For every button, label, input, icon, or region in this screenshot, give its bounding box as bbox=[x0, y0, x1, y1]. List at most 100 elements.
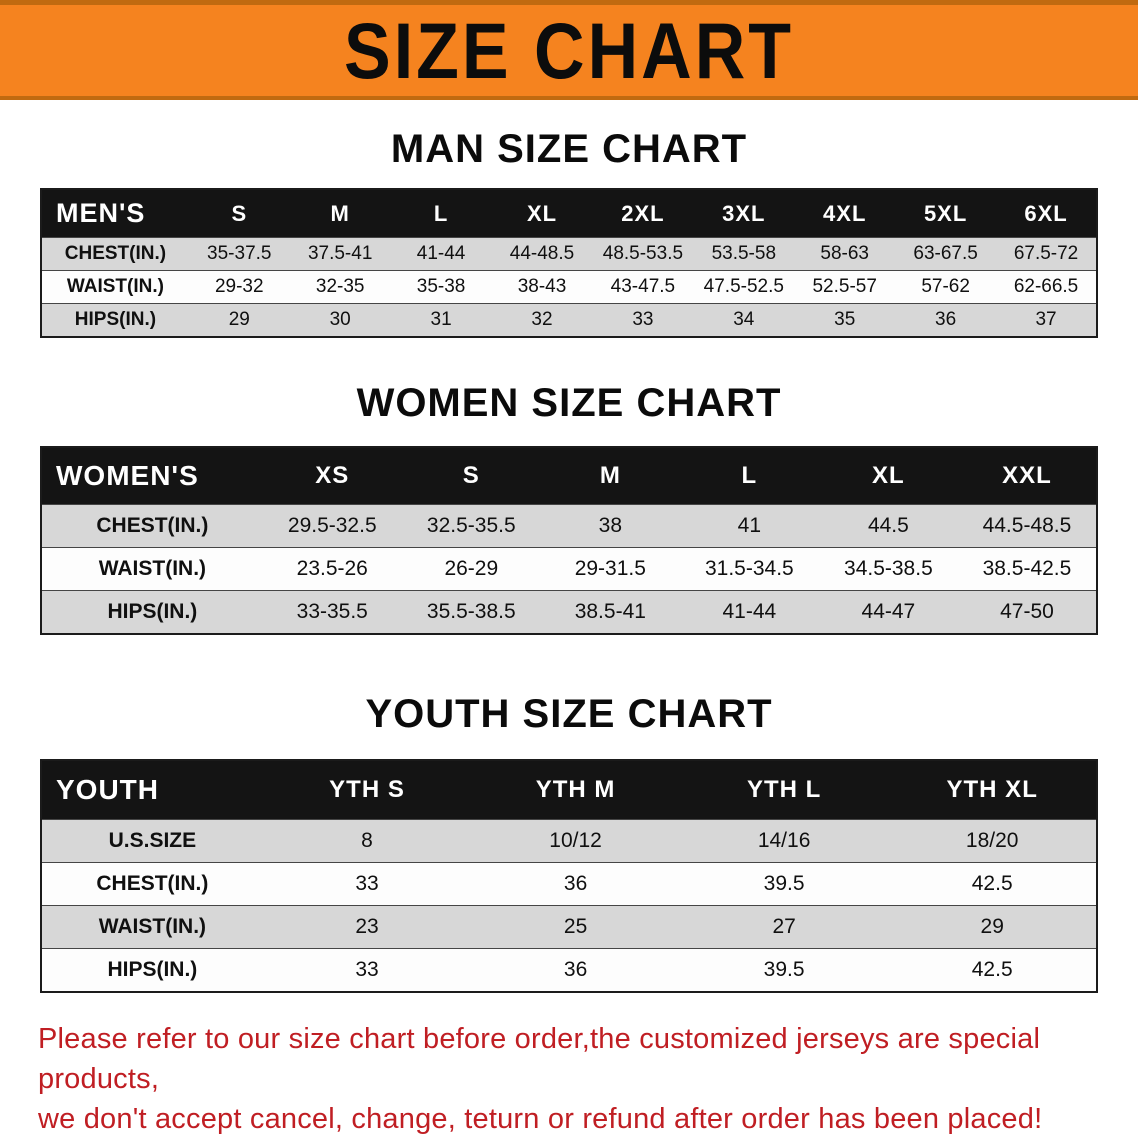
size-value-cell: 44.5-48.5 bbox=[957, 504, 1097, 548]
row-label: HIPS(IN.) bbox=[41, 948, 263, 992]
size-column-header: YTH L bbox=[679, 760, 889, 820]
size-value-cell: 42.5 bbox=[888, 862, 1097, 906]
size-column-header: 5XL bbox=[895, 189, 997, 238]
size-value-cell: 30 bbox=[289, 303, 391, 337]
size-value-cell: 26-29 bbox=[401, 547, 541, 591]
row-label: HIPS(IN.) bbox=[41, 590, 263, 634]
size-column-header: XS bbox=[262, 447, 402, 505]
men-size-section: MAN SIZE CHART MEN'S S M L XL 2XL 3XL 4XL 5XL 6XL… bbox=[0, 126, 1138, 338]
men-table-corner-label: MEN'S bbox=[41, 189, 189, 238]
size-value-cell: 38.5-41 bbox=[540, 590, 680, 634]
size-value-cell: 41-44 bbox=[679, 590, 819, 634]
row-label: HIPS(IN.) bbox=[41, 303, 189, 337]
size-value-cell: 23.5-26 bbox=[262, 547, 402, 591]
size-value-cell: 32 bbox=[491, 303, 593, 337]
size-column-header: L bbox=[390, 189, 492, 238]
youth-size-section: YOUTH SIZE CHART YOUTH YTH S YTH M YTH L YTH… bbox=[0, 691, 1138, 993]
women-size-table-wrap: WOMEN'S XS S M L XL XXL CHEST(IN.) 29.5-32.5 32.5… bbox=[40, 446, 1098, 635]
size-column-header: L bbox=[679, 447, 819, 505]
size-value-cell: 41-44 bbox=[390, 237, 492, 271]
table-row: CHEST(IN.) 35-37.5 37.5-41 41-44 44-48.5 48.5… bbox=[41, 237, 1097, 271]
size-value-cell: 33-35.5 bbox=[262, 590, 402, 634]
size-value-cell: 36 bbox=[895, 303, 997, 337]
disclaimer-line-2: we don't accept cancel, change, teturn o… bbox=[38, 1103, 1043, 1136]
size-column-header: XL bbox=[491, 189, 593, 238]
row-label: WAIST(IN.) bbox=[41, 547, 263, 591]
size-value-cell: 58-63 bbox=[794, 237, 896, 271]
size-value-cell: 35-37.5 bbox=[188, 237, 290, 271]
size-value-cell: 31.5-34.5 bbox=[679, 547, 819, 591]
disclaimer-text: Please refer to our size chart before or… bbox=[38, 1019, 1100, 1139]
row-label: WAIST(IN.) bbox=[41, 905, 263, 949]
youth-table-corner-label: YOUTH bbox=[41, 760, 263, 820]
size-value-cell: 27 bbox=[679, 905, 889, 949]
size-value-cell: 43-47.5 bbox=[592, 270, 694, 304]
table-row: WAIST(IN.) 23.5-26 26-29 29-31.5 31.5-34.5 34… bbox=[41, 547, 1097, 591]
size-value-cell: 34 bbox=[693, 303, 795, 337]
size-column-header: 6XL bbox=[996, 189, 1097, 238]
size-value-cell: 10/12 bbox=[471, 819, 680, 863]
size-column-header: XL bbox=[818, 447, 958, 505]
table-row: HIPS(IN.) 33-35.5 35.5-38.5 38.5-41 41-44 44-… bbox=[41, 590, 1097, 634]
table-row: CHEST(IN.) 33 36 39.5 42.5 bbox=[41, 862, 1097, 906]
size-value-cell: 36 bbox=[471, 862, 680, 906]
banner-title: SIZE CHART bbox=[344, 6, 794, 95]
size-value-cell: 35 bbox=[794, 303, 896, 337]
size-value-cell: 44.5 bbox=[818, 504, 958, 548]
table-row: HIPS(IN.) 29 30 31 32 33 34 35 36 37 bbox=[41, 303, 1097, 337]
men-size-table: MEN'S S M L XL 2XL 3XL 4XL 5XL 6XL CHEST(IN.) 35-37… bbox=[40, 188, 1098, 338]
row-label: CHEST(IN.) bbox=[41, 504, 263, 548]
size-column-header: S bbox=[188, 189, 290, 238]
size-value-cell: 47.5-52.5 bbox=[693, 270, 795, 304]
size-column-header: M bbox=[289, 189, 391, 238]
men-section-heading: MAN SIZE CHART bbox=[390, 127, 748, 171]
size-column-header: 4XL bbox=[794, 189, 896, 238]
women-size-table: WOMEN'S XS S M L XL XXL CHEST(IN.) 29.5-32.5 32.5… bbox=[40, 446, 1098, 635]
youth-size-table-wrap: YOUTH YTH S YTH M YTH L YTH XL U.S.SIZE 8 10/12… bbox=[40, 759, 1098, 993]
size-column-header: 3XL bbox=[693, 189, 795, 238]
size-value-cell: 57-62 bbox=[895, 270, 997, 304]
size-column-header: 2XL bbox=[592, 189, 694, 238]
row-label: CHEST(IN.) bbox=[41, 862, 263, 906]
table-header-row: WOMEN'S XS S M L XL XXL bbox=[41, 447, 1097, 505]
table-row: HIPS(IN.) 33 36 39.5 42.5 bbox=[41, 948, 1097, 992]
size-value-cell: 67.5-72 bbox=[996, 237, 1097, 271]
table-row: U.S.SIZE 8 10/12 14/16 18/20 bbox=[41, 819, 1097, 863]
size-value-cell: 39.5 bbox=[679, 862, 889, 906]
size-value-cell: 37.5-41 bbox=[289, 237, 391, 271]
size-column-header: M bbox=[540, 447, 680, 505]
size-value-cell: 18/20 bbox=[888, 819, 1097, 863]
size-value-cell: 53.5-58 bbox=[693, 237, 795, 271]
size-value-cell: 47-50 bbox=[957, 590, 1097, 634]
size-value-cell: 33 bbox=[262, 862, 472, 906]
size-value-cell: 31 bbox=[390, 303, 492, 337]
men-size-table-wrap: MEN'S S M L XL 2XL 3XL 4XL 5XL 6XL CHEST(IN.) 35-37… bbox=[40, 188, 1098, 338]
size-value-cell: 63-67.5 bbox=[895, 237, 997, 271]
size-value-cell: 34.5-38.5 bbox=[818, 547, 958, 591]
size-column-header: XXL bbox=[957, 447, 1097, 505]
table-row: CHEST(IN.) 29.5-32.5 32.5-35.5 38 41 44.5 44.5… bbox=[41, 504, 1097, 548]
size-value-cell: 48.5-53.5 bbox=[592, 237, 694, 271]
size-column-header: YTH S bbox=[262, 760, 472, 820]
size-value-cell: 38-43 bbox=[491, 270, 593, 304]
row-label: U.S.SIZE bbox=[41, 819, 263, 863]
table-header-row: MEN'S S M L XL 2XL 3XL 4XL 5XL 6XL bbox=[41, 189, 1097, 238]
size-value-cell: 29.5-32.5 bbox=[262, 504, 402, 548]
size-value-cell: 35.5-38.5 bbox=[401, 590, 541, 634]
table-row: WAIST(IN.) 29-32 32-35 35-38 38-43 43-47.5 47.… bbox=[41, 270, 1097, 304]
table-row: WAIST(IN.) 23 25 27 29 bbox=[41, 905, 1097, 949]
youth-size-table: YOUTH YTH S YTH M YTH L YTH XL U.S.SIZE 8 10/12… bbox=[40, 759, 1098, 993]
size-value-cell: 62-66.5 bbox=[996, 270, 1097, 304]
size-value-cell: 33 bbox=[592, 303, 694, 337]
size-value-cell: 25 bbox=[471, 905, 680, 949]
disclaimer-line-1: Please refer to our size chart before or… bbox=[38, 1023, 1041, 1096]
size-value-cell: 33 bbox=[262, 948, 472, 992]
size-value-cell: 8 bbox=[262, 819, 472, 863]
size-value-cell: 29 bbox=[188, 303, 290, 337]
size-value-cell: 32-35 bbox=[289, 270, 391, 304]
size-value-cell: 29 bbox=[888, 905, 1097, 949]
women-table-corner-label: WOMEN'S bbox=[41, 447, 263, 505]
size-value-cell: 23 bbox=[262, 905, 472, 949]
size-value-cell: 37 bbox=[996, 303, 1097, 337]
